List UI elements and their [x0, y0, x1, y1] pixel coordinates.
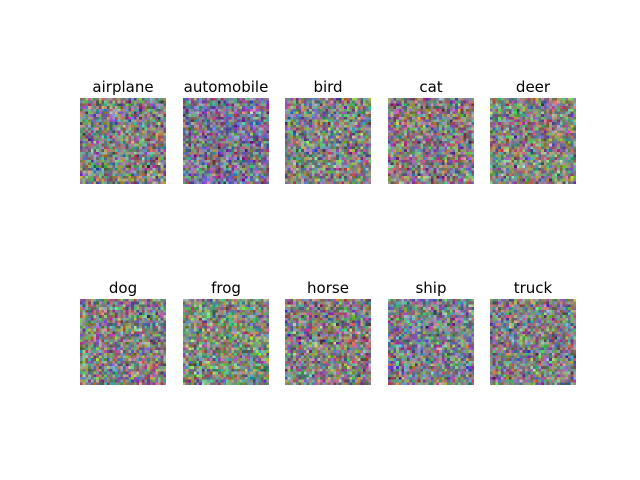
panel-title: cat — [419, 78, 443, 96]
panel-title: ship — [415, 279, 447, 297]
panel-title: truck — [513, 279, 553, 297]
weight-image — [80, 299, 166, 385]
panel-title: horse — [307, 279, 349, 297]
weight-image — [183, 299, 269, 385]
panel-title: frog — [211, 279, 241, 297]
weight-image — [80, 98, 166, 184]
panel-title: deer — [515, 78, 551, 96]
weight-image — [183, 98, 269, 184]
panel-title: airplane — [92, 78, 154, 96]
panel-title: dog — [108, 279, 138, 297]
panel-title: bird — [313, 78, 343, 96]
weight-image — [388, 98, 474, 184]
panel-title: automobile — [183, 78, 269, 96]
weight-image — [285, 299, 371, 385]
weight-image — [490, 98, 576, 184]
weight-image — [285, 98, 371, 184]
weight-image — [388, 299, 474, 385]
weight-image — [490, 299, 576, 385]
